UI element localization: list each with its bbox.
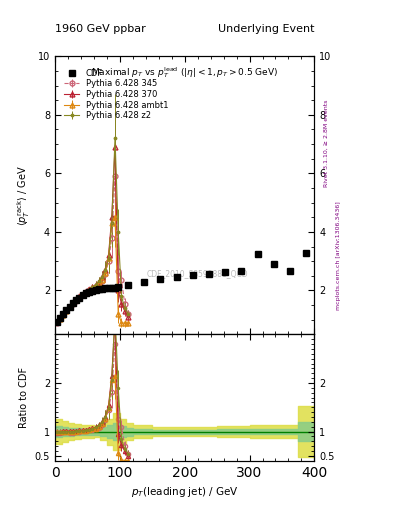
Text: mcplots.cern.ch [arXiv:1306.3436]: mcplots.cern.ch [arXiv:1306.3436] [336, 202, 341, 310]
Y-axis label: $\langle p_T^{\rm rack} \rangle$ / GeV: $\langle p_T^{\rm rack} \rangle$ / GeV [16, 165, 32, 226]
CDF [142, 279, 147, 285]
CDF [90, 288, 95, 294]
Text: CDF_2010_S8591881_QCD: CDF_2010_S8591881_QCD [147, 269, 248, 278]
CDF [57, 315, 62, 322]
CDF [239, 268, 244, 274]
CDF [80, 292, 85, 298]
CDF [207, 271, 211, 277]
CDF [304, 250, 309, 257]
Text: Rivet 3.1.10, ≥ 2.8M events: Rivet 3.1.10, ≥ 2.8M events [324, 100, 329, 187]
Y-axis label: Ratio to CDF: Ratio to CDF [19, 367, 29, 428]
CDF [96, 286, 101, 292]
CDF [272, 261, 276, 267]
CDF [255, 251, 260, 257]
CDF [61, 311, 66, 317]
CDF [103, 285, 108, 291]
CDF [113, 285, 118, 291]
Legend: CDF, Pythia 6.428 345, Pythia 6.428 370, Pythia 6.428 ambt1, Pythia 6.428 z2: CDF, Pythia 6.428 345, Pythia 6.428 370,… [61, 65, 172, 123]
CDF [191, 272, 195, 279]
CDF [126, 282, 130, 288]
CDF [83, 290, 88, 296]
CDF [174, 274, 179, 280]
CDF [106, 285, 111, 291]
CDF [93, 287, 98, 293]
CDF [87, 289, 92, 295]
Text: Maximal $p_T$ vs $p_T^{\rm lead}$ ($|\eta| < 1, p_T > 0.5$ GeV): Maximal $p_T$ vs $p_T^{\rm lead}$ ($|\et… [91, 65, 278, 79]
CDF [67, 304, 72, 310]
CDF [54, 319, 59, 325]
Text: 1960 GeV ppbar: 1960 GeV ppbar [55, 24, 146, 34]
CDF [158, 276, 163, 283]
CDF [288, 268, 292, 274]
X-axis label: $p_T$(leading jet) / GeV: $p_T$(leading jet) / GeV [131, 485, 239, 499]
CDF [100, 286, 105, 292]
CDF [74, 297, 79, 303]
CDF [64, 307, 69, 313]
Line: CDF: CDF [53, 250, 309, 325]
Text: Underlying Event: Underlying Event [218, 24, 314, 34]
CDF [223, 269, 228, 275]
CDF [77, 294, 82, 301]
CDF [70, 300, 75, 306]
CDF [116, 284, 121, 290]
CDF [109, 285, 114, 291]
